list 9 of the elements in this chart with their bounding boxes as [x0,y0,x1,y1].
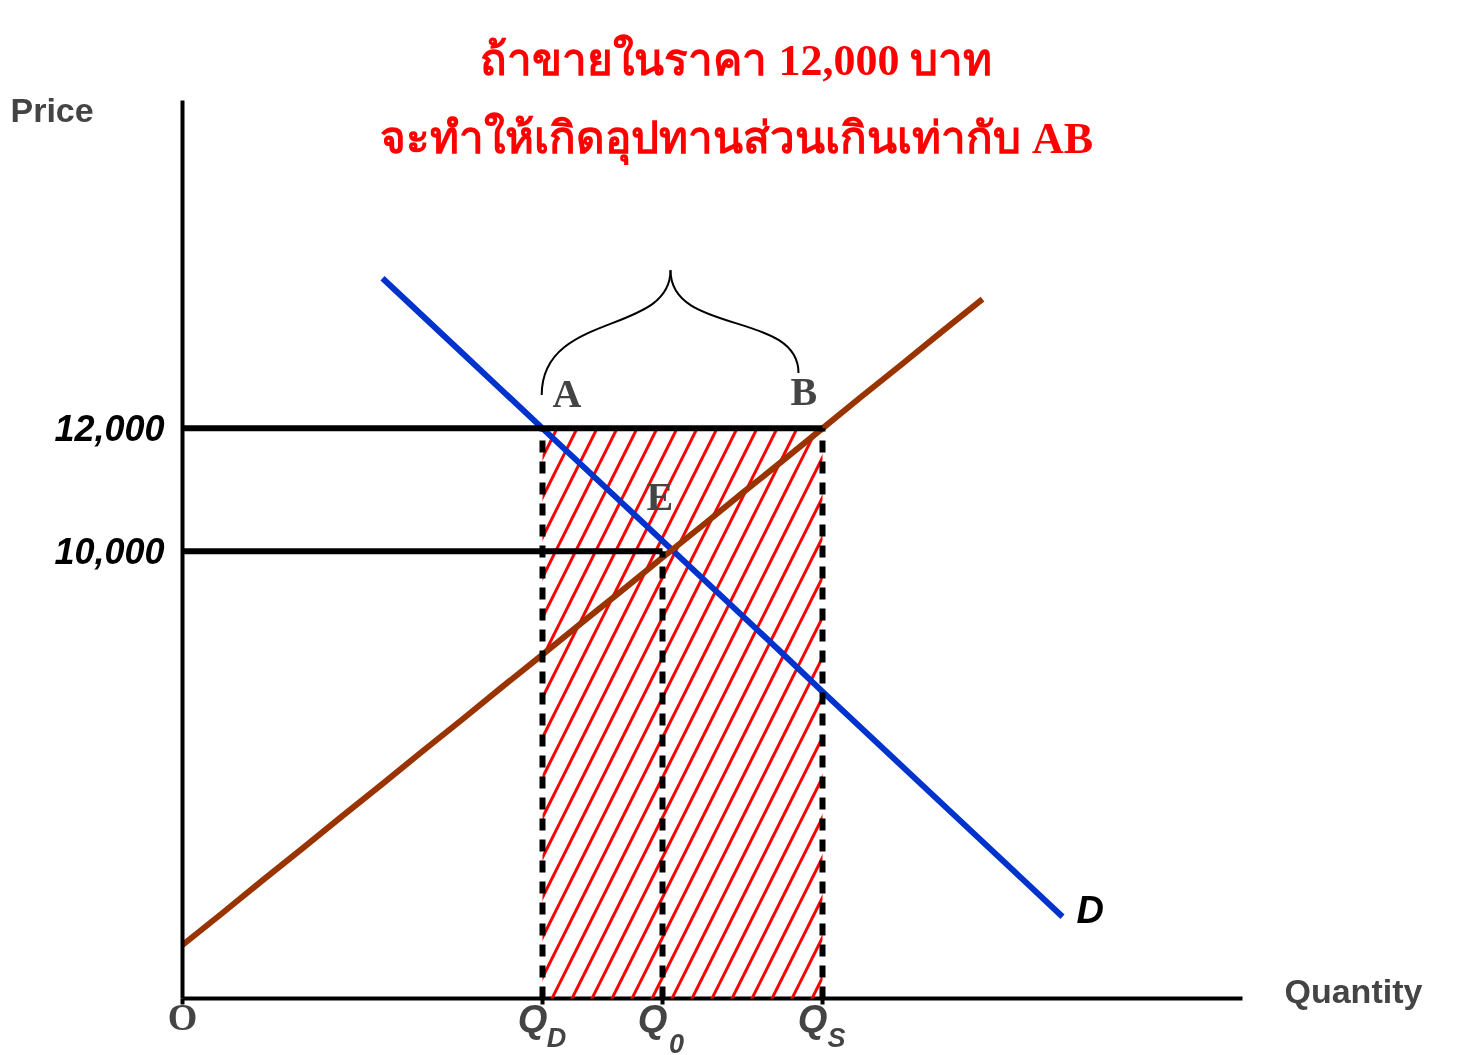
x-tick-label: O [167,996,198,1039]
x-axis-title: Quantity [1284,972,1423,1011]
y-tick-label: 10,000 [54,531,165,573]
annotation: B [790,369,818,415]
annotation: A [552,371,582,417]
y-axis-title: Price [10,90,94,129]
y-tick-label: 12,000 [54,408,165,450]
series-label: D [1076,888,1104,931]
annotation: ถ้าขายในราคา 12,000 บาท จะทำให้เกิดอุปทานส่วนเกินเท่ากับ AB [379,33,1094,166]
